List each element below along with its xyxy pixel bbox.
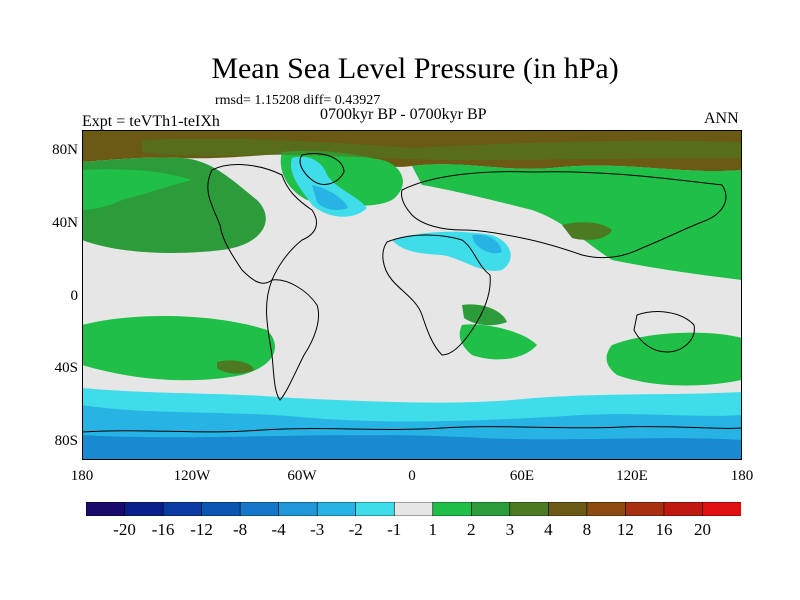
x-tick-180-right: 180 [730,468,754,484]
south-atlantic-anomaly [459,324,537,360]
pressure-anomaly-map [82,130,742,460]
east-asia-anomaly-dark [562,222,612,240]
colorbar-swatch [201,502,241,516]
greenland-anomaly [291,156,367,217]
colorbar-swatch [393,502,434,516]
antarctic-anomaly-deep [82,435,742,460]
south-pacific-anomaly-dark [217,360,254,374]
x-tick-120w: 120W [173,468,211,484]
greenland-anomaly-core [312,185,348,210]
australia-south-anomaly [606,332,742,386]
colorbar-label: 12 [616,520,634,539]
colorbar-swatch [663,502,704,516]
y-tick-80n: 80N [52,142,78,158]
colorbar-label: 8 [582,520,592,539]
season-label: ANN [704,110,739,127]
arctic-dark-band [142,138,742,160]
eurasia-anomaly [412,164,742,280]
colorbar-label: 16 [655,520,673,539]
colorbar-label: 3 [505,520,515,539]
greenland-outline [299,153,345,185]
period-label: 0700kyr BP - 0700kyr BP [320,106,487,123]
colorbar-swatch [239,502,280,516]
eurasia-outline [401,171,727,259]
y-tick-40n: 40N [52,215,78,231]
map-frame [82,130,742,460]
colorbar-label: -2 [348,520,363,539]
map-title: Mean Sea Level Pressure (in hPa) [211,52,619,85]
y-tick-40s: 40S [54,360,78,376]
x-tick-180-left: 180 [70,468,94,484]
colorbar-label: 20 [693,520,711,539]
colorbar-label: 1 [428,520,438,539]
north-america-outline [207,164,317,284]
rmsd-diff-stats: rmsd= 1.15208 diff= 0.43927 [215,93,381,108]
antarctica-outline [82,426,742,433]
colorbar-label: 4 [544,520,553,539]
south-america-outline [266,279,319,401]
experiment-label: Expt = teVTh1-teIXh [82,113,220,130]
y-tick-80s: 80S [54,433,78,449]
x-tick-60e: 60E [509,468,535,484]
east-south-africa-anomaly [462,304,507,326]
colorbar-swatch [162,502,203,516]
colorbar-swatch [548,502,588,516]
colorbar-label: -12 [190,520,213,539]
colorbar-swatch [124,502,164,516]
arabia-anomaly-core [472,234,502,254]
colorbar-label: -1 [387,520,402,539]
colorbar-swatch [432,502,473,516]
colorbar-swatch [702,502,741,516]
colorbar-swatch [278,502,318,516]
colorbar-swatch [355,502,396,516]
africa-outline [382,234,491,356]
north-pacific-anomaly-light [82,169,192,210]
colorbar-swatch [470,502,511,516]
x-tick-0: 0 [408,468,416,484]
colorbar-swatch [625,502,665,516]
colorbar-swatch [316,502,357,516]
colorbar-swatch [86,502,126,516]
x-tick-60w: 60W [287,468,317,484]
colorbar-swatch [586,502,627,516]
x-tick-120e: 120E [616,468,648,484]
colorbar-label: -8 [233,520,248,539]
colorbar-label: -3 [310,520,325,539]
coastlines [82,153,742,433]
colorbar-label: 2 [467,520,476,539]
colorbar [86,502,741,516]
colorbar-label: -20 [113,520,136,539]
colorbar-label: -4 [271,520,286,539]
australia-outline [633,311,695,353]
colorbar-label: -16 [151,520,175,539]
y-tick-0: 0 [70,288,79,304]
colorbar-swatch [509,502,550,516]
